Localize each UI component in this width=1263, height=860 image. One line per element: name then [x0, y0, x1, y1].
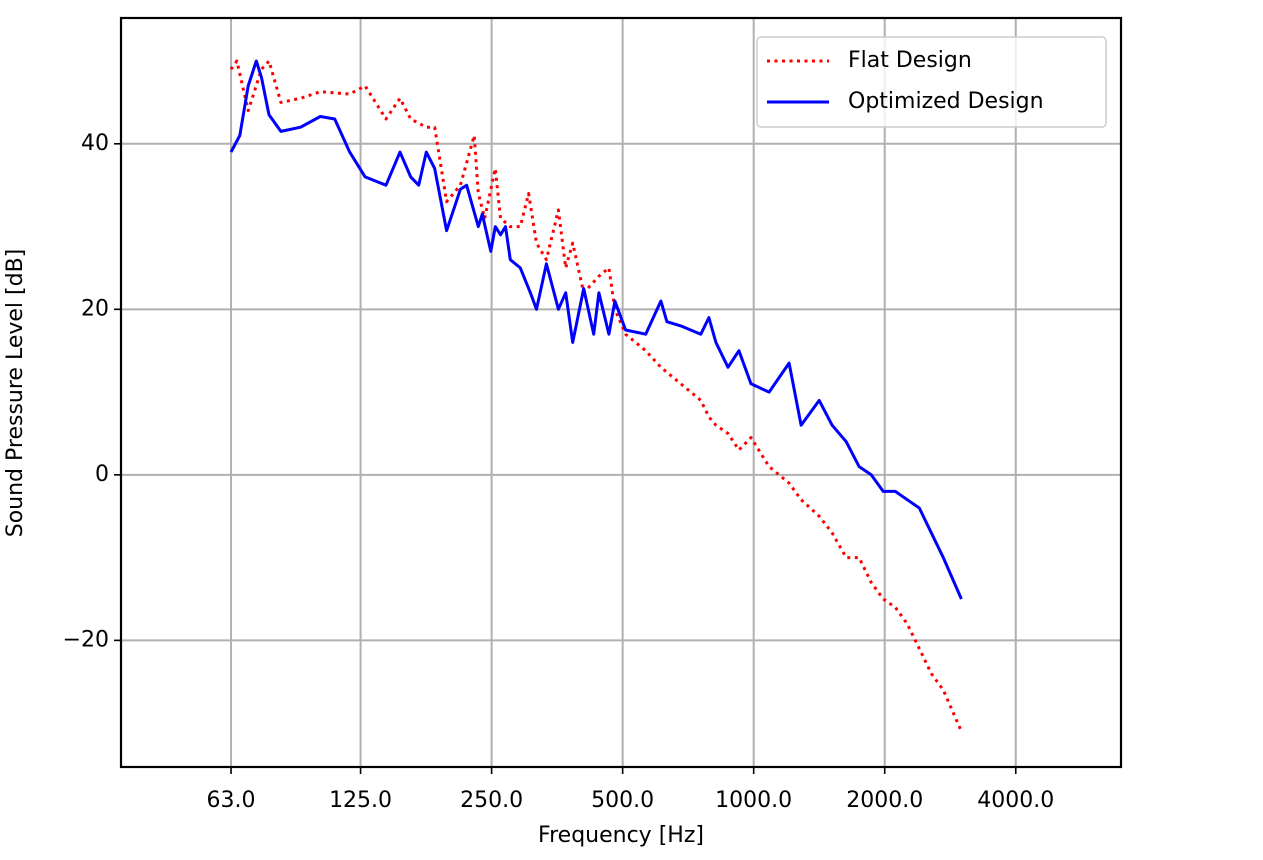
- x-axis-label: Frequency [Hz]: [538, 823, 704, 848]
- x-tick-label: 250.0: [460, 788, 523, 813]
- legend-box: [756, 36, 1107, 128]
- y-tick-label: 40: [81, 131, 109, 156]
- x-tick-label: 500.0: [591, 788, 654, 813]
- series-line: [229, 59, 963, 733]
- legend-label: Flat Design: [848, 48, 972, 73]
- y-tick-label: 20: [81, 296, 109, 321]
- x-tick-label: 1000.0: [715, 788, 792, 813]
- plot-frame: [119, 16, 1123, 769]
- y-tick-label: 0: [95, 462, 109, 487]
- grid: [121, 18, 1121, 767]
- x-tick-label: 63.0: [207, 788, 256, 813]
- legend-label: Optimized Design: [848, 89, 1044, 114]
- x-tick-label: 125.0: [329, 788, 392, 813]
- y-tick-label: −20: [63, 627, 109, 652]
- legend: Flat Design Optimized Design: [756, 36, 1107, 128]
- x-tick-label: 4000.0: [977, 788, 1054, 813]
- y-axis-label: Sound Pressure Level [dB]: [3, 249, 28, 538]
- x-tick-label: 2000.0: [846, 788, 923, 813]
- series-line: [229, 59, 963, 600]
